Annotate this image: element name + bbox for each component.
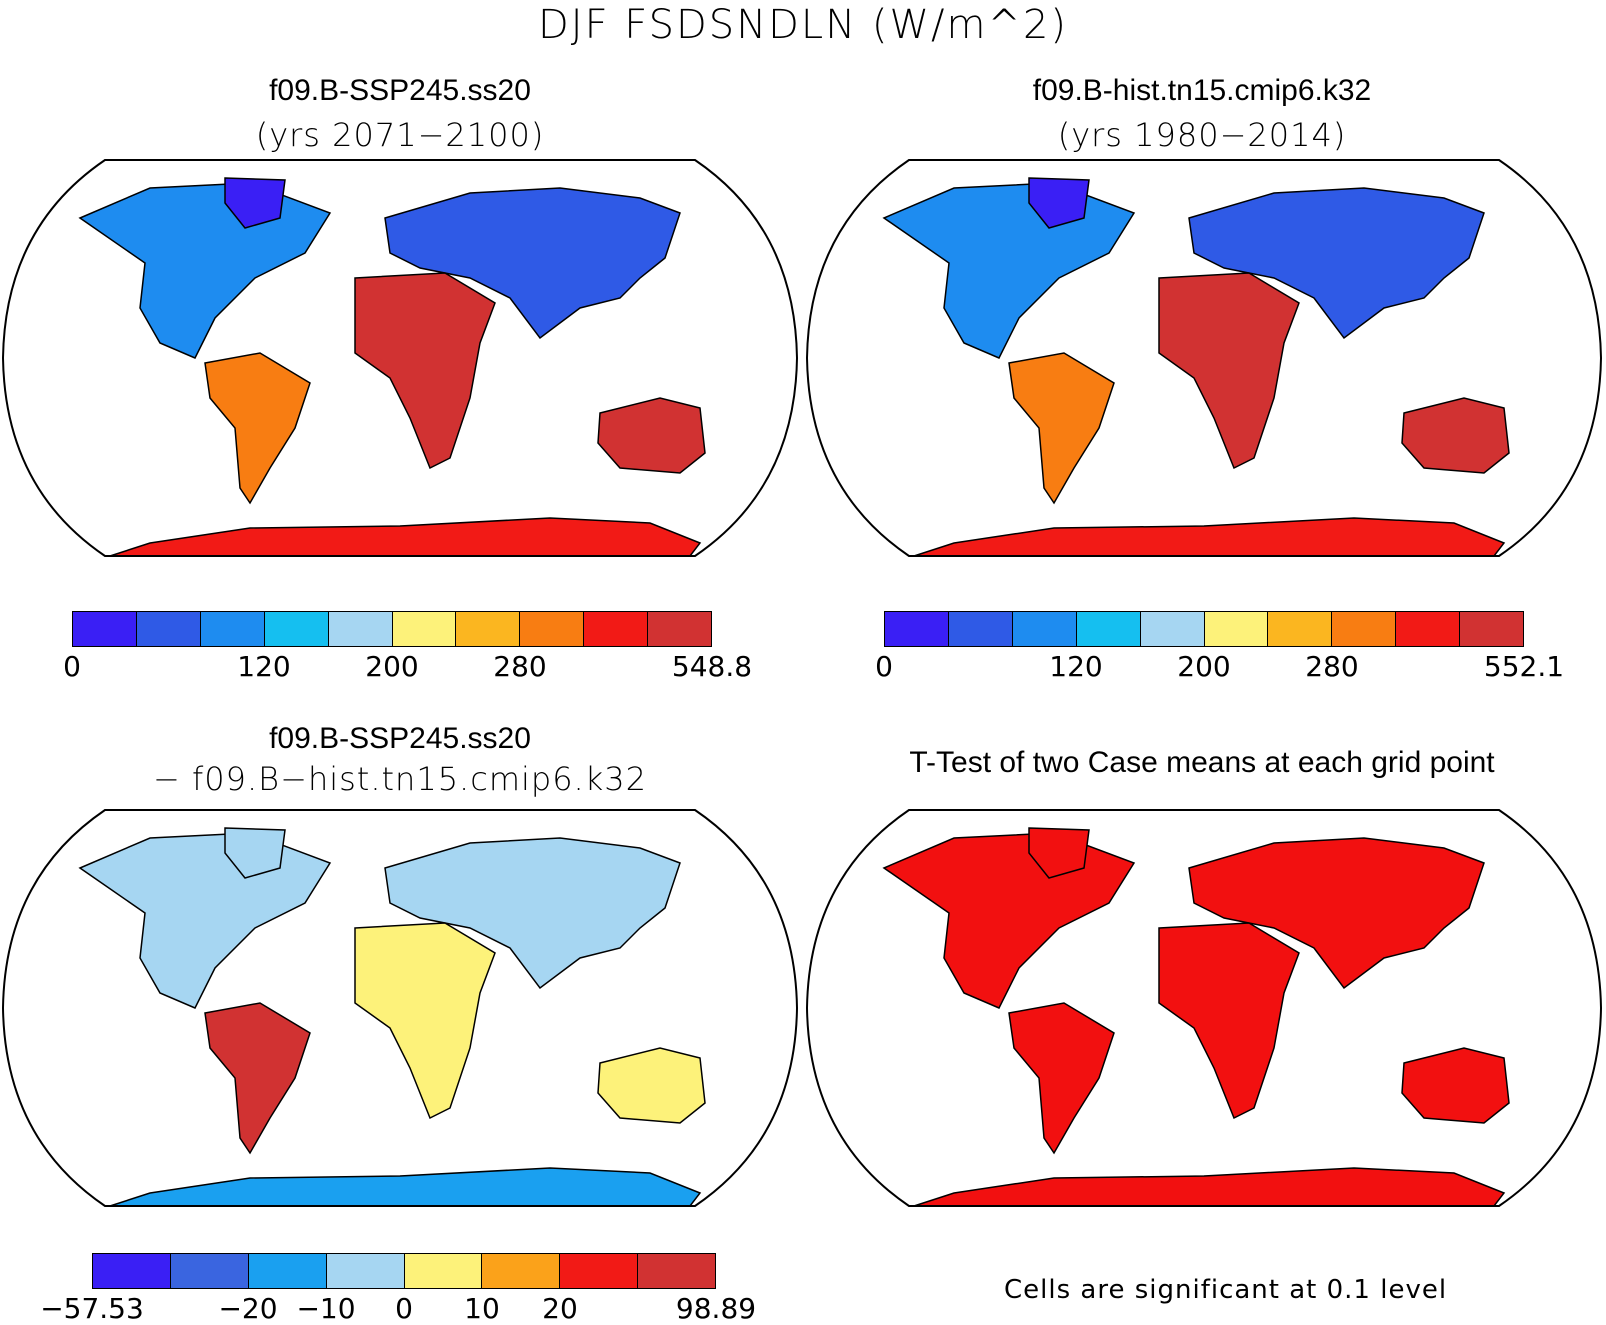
colorbar-swatch (482, 1254, 561, 1288)
panel-2-colorbar-tick: 120 (1049, 650, 1103, 683)
landmass-sa (1008, 352, 1115, 505)
colorbar-swatch (560, 1254, 639, 1288)
colorbar-swatch (248, 1254, 327, 1288)
landmass-na (882, 182, 1136, 359)
panel-3-colorbar-tick: 20 (542, 1292, 578, 1325)
landmass-af (354, 922, 496, 1120)
panel-1-subtitle: (yrs 2071−2100) (255, 116, 545, 154)
landmass-eu (1188, 187, 1485, 340)
panel-1-colorbar-tick: 280 (493, 650, 547, 683)
landmass-au (1401, 397, 1510, 474)
colorbar-swatch (1140, 612, 1205, 646)
panel-2-subtitle: (yrs 1980−2014) (1057, 116, 1347, 154)
colorbar-swatch (584, 612, 649, 646)
panel-4-map (805, 809, 1603, 1207)
landmass-af (354, 272, 496, 470)
panel-1-colorbar-tick: 200 (365, 650, 419, 683)
colorbar-swatch (73, 612, 137, 646)
colorbar-swatch (1332, 612, 1397, 646)
map-frame (805, 809, 1603, 1207)
panel-2-colorbar-min: 0 (875, 650, 893, 683)
colorbar-swatch (948, 612, 1013, 646)
landmass-an (109, 1167, 702, 1206)
panel-3-title: f09.B-SSP245.ss20 (269, 722, 531, 755)
panel-4-note: Cells are significant at 0.1 level (1004, 1275, 1448, 1305)
landmass-sa (204, 352, 311, 505)
landmass-au (1401, 1047, 1510, 1124)
panel-4-title: T-Test of two Case means at each grid po… (909, 746, 1495, 779)
colorbar-swatch (885, 612, 949, 646)
panel-1-title: f09.B-SSP245.ss20 (269, 74, 531, 107)
landmass-an (109, 517, 702, 556)
panel-3-colorbar-tick: 10 (464, 1292, 500, 1325)
panel-1-colorbar-tick: 120 (237, 650, 291, 683)
landmass-au (597, 397, 706, 474)
colorbar-swatch (1076, 612, 1141, 646)
colorbar-swatch (328, 612, 393, 646)
panel-2-title: f09.B-hist.tn15.cmip6.k32 (1032, 74, 1372, 107)
colorbar-swatch (93, 1254, 171, 1288)
panel-2-colorbar-max: 552.1 (1483, 650, 1565, 683)
landmass-an (913, 517, 1506, 556)
colorbar-swatch (326, 1254, 405, 1288)
colorbar-swatch (638, 1254, 715, 1288)
panel-3-map (1, 809, 799, 1207)
panel-1-map (1, 159, 799, 557)
panel-2-colorbar (884, 611, 1524, 647)
colorbar-swatch (520, 612, 585, 646)
map-frame (805, 159, 1603, 557)
panel-1-colorbar-max: 548.8 (671, 650, 753, 683)
landmass-sa (204, 1002, 311, 1155)
panel-3-colorbar-tick: −10 (296, 1292, 356, 1325)
panel-3-colorbar-tick: −20 (218, 1292, 278, 1325)
colorbar-swatch (456, 612, 521, 646)
map-frame (1, 159, 799, 557)
colorbar-swatch (648, 612, 712, 646)
panel-2-map (805, 159, 1603, 557)
figure-title: DJF FSDSNDLN (W/m^2) (537, 2, 1069, 48)
panel-3-colorbar (92, 1253, 716, 1289)
panel-1-colorbar (72, 611, 712, 647)
colorbar-swatch (1204, 612, 1269, 646)
landmass-na (78, 832, 332, 1009)
colorbar-swatch (1268, 612, 1333, 646)
landmass-gl (1028, 827, 1090, 879)
panel-3-colorbar-tick: 0 (395, 1292, 413, 1325)
landmass-gl (224, 827, 286, 879)
landmass-gl (224, 177, 286, 229)
map-frame (1, 809, 799, 1207)
colorbar-swatch (1396, 612, 1461, 646)
panel-3-colorbar-max: 98.89 (675, 1292, 757, 1325)
landmass-an (913, 1167, 1506, 1206)
landmass-gl (1028, 177, 1090, 229)
colorbar-swatch (404, 1254, 483, 1288)
colorbar-swatch (136, 612, 201, 646)
colorbar-swatch (200, 612, 265, 646)
colorbar-swatch (170, 1254, 249, 1288)
landmass-eu (1188, 837, 1485, 990)
panel-3-colorbar-min: −57.53 (40, 1292, 144, 1325)
landmass-af (1158, 922, 1300, 1120)
panel-1-colorbar-min: 0 (63, 650, 81, 683)
colorbar-swatch (392, 612, 457, 646)
landmass-eu (384, 837, 681, 990)
landmass-au (597, 1047, 706, 1124)
panel-3-subtitle: − f09.B−hist.tn15.cmip6.k32 (153, 760, 647, 798)
landmass-na (882, 832, 1136, 1009)
panel-2-colorbar-tick: 200 (1177, 650, 1231, 683)
colorbar-swatch (264, 612, 329, 646)
colorbar-swatch (1460, 612, 1524, 646)
landmass-sa (1008, 1002, 1115, 1155)
colorbar-swatch (1012, 612, 1077, 646)
landmass-af (1158, 272, 1300, 470)
panel-2-colorbar-tick: 280 (1305, 650, 1359, 683)
landmass-na (78, 182, 332, 359)
landmass-eu (384, 187, 681, 340)
